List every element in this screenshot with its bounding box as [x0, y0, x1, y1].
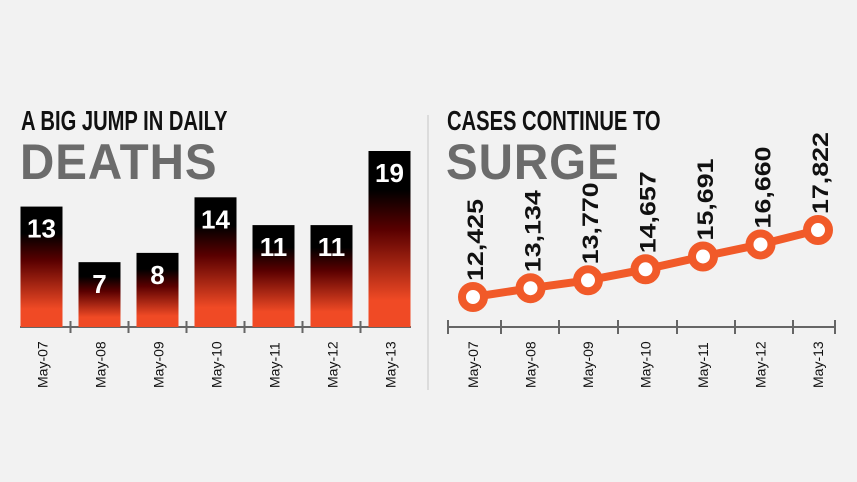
cases-data-label: 14,657: [636, 171, 661, 253]
divider: [427, 115, 429, 390]
deaths-x-tick-label: May-07: [35, 341, 51, 388]
cases-data-label: 13,134: [521, 189, 546, 272]
deaths-data-label: 19: [375, 158, 404, 188]
deaths-x-tick-label: May-13: [383, 341, 399, 388]
cases-x-tick-label: May-07: [465, 341, 481, 388]
cases-x-tick-label: May-11: [695, 342, 711, 388]
cases-point-May-09: [573, 265, 603, 296]
cases-point-May-11: [688, 241, 718, 272]
deaths-bar-May-13: [368, 151, 411, 327]
deaths-bar-May-09: [136, 252, 179, 327]
deaths-bar-May-08: [78, 262, 121, 327]
cases-x-tick-label: May-12: [753, 341, 769, 388]
cases-point-May-13: [803, 215, 833, 246]
cases-x-tick-label: May-13: [810, 341, 826, 388]
deaths-data-label: 7: [92, 269, 106, 299]
deaths-data-label: 11: [318, 232, 346, 262]
cases-x-tick-label: May-08: [523, 341, 539, 388]
deaths-x-tick-label: May-10: [209, 341, 225, 388]
deaths-data-label: 8: [150, 260, 164, 290]
deaths-data-label: 11: [260, 232, 288, 262]
cases-chart-title: CASES CONTINUE TO: [447, 105, 661, 136]
deaths-bar-May-11: [252, 225, 295, 327]
cases-point-May-12: [745, 229, 776, 260]
cases-data-label: 17,822: [808, 132, 833, 214]
cases-data-label: 15,691: [693, 158, 718, 240]
deaths-x-tick-label: May-11: [267, 342, 283, 388]
deaths-data-label: 13: [27, 214, 56, 244]
cases-data-label: 16,660: [751, 146, 776, 228]
deaths-bar-May-07: [20, 206, 63, 327]
deaths-x-tick-label: May-12: [325, 341, 341, 388]
deaths-chart-title-highlight: DEATHS: [20, 134, 218, 190]
cases-x-tick-label: May-10: [638, 341, 654, 388]
deaths-data-label: 14: [201, 204, 230, 234]
cases-data-label: 13,770: [578, 182, 603, 264]
deaths-bar-May-12: [310, 225, 353, 327]
deaths-chart-title: A BIG JUMP IN DAILY: [21, 105, 228, 136]
cases-chart-title-highlight: SURGE: [446, 134, 620, 190]
cases-point-May-08: [515, 273, 546, 304]
deaths-x-tick-label: May-09: [151, 341, 167, 388]
deaths-x-tick-label: May-08: [93, 341, 109, 388]
cases-point-May-10: [630, 254, 661, 285]
cases-data-label: 12,425: [463, 199, 488, 281]
deaths-bar-May-10: [194, 197, 237, 327]
cases-point-May-07: [458, 282, 488, 312]
cases-x-tick-label: May-09: [580, 341, 596, 388]
